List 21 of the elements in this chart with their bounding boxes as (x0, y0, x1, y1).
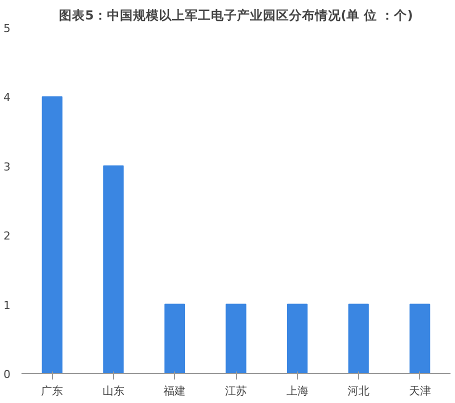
x-tick-label: 江苏 (225, 384, 247, 398)
chart-title: 图表5：中国规模以上军工电子产业园区分布情况(单 位 ：个) (59, 8, 413, 22)
x-tick-label: 山东 (102, 384, 124, 398)
y-tick-label: 2 (4, 230, 10, 243)
bar (348, 304, 369, 374)
x-tick-label: 河北 (348, 384, 370, 398)
x-tick-label: 福建 (164, 384, 186, 398)
bar (164, 304, 186, 374)
bar (226, 304, 246, 374)
x-tick-label: 上海 (286, 384, 308, 398)
x-tick-label: 广东 (41, 384, 64, 398)
y-tick-label: 5 (4, 22, 10, 35)
y-tick-label: 0 (4, 368, 10, 381)
y-tick-label: 1 (4, 298, 10, 312)
bar (286, 304, 308, 374)
bar (42, 96, 62, 374)
bar (410, 304, 430, 374)
x-tick-label: 天津 (408, 384, 431, 398)
y-tick-label: 3 (4, 160, 10, 174)
y-tick-label: 4 (4, 91, 10, 104)
bar (103, 165, 124, 374)
